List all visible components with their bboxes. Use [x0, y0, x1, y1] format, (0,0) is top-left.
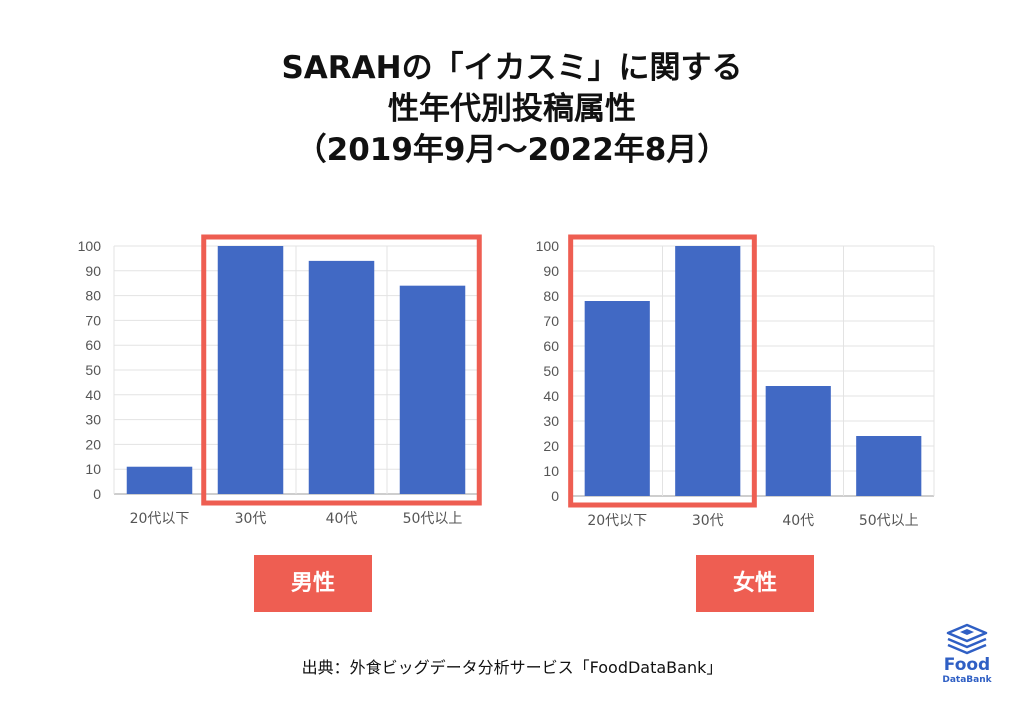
female-y-tick-label: 40: [543, 388, 559, 404]
logo-text: Food: [943, 655, 991, 675]
female-category-label: 50代以上: [859, 513, 919, 529]
male-bar-1: [126, 466, 193, 494]
fooddatabank-logo: Food DataBank: [934, 622, 1000, 692]
male-bar-4: [399, 285, 466, 494]
title-line-1: SARAHの「イカスミ」に関する: [281, 50, 743, 86]
female-category-label: 20代以下: [587, 513, 647, 529]
male-bar-3: [308, 260, 375, 494]
male-y-tick-label: 50: [85, 362, 101, 378]
stacked-box-logo-icon: [946, 623, 988, 655]
female-bar-1: [584, 301, 650, 496]
female-y-tick-label: 50: [543, 363, 559, 379]
male-y-tick-label: 80: [85, 288, 101, 304]
female-bar-3: [765, 386, 831, 496]
male-label-badge: 男性: [254, 555, 372, 612]
chart-title: SARAHの「イカスミ」に関する 性年代別投稿属性 （2019年9月〜2022年…: [0, 48, 1024, 171]
male-y-tick-label: 60: [85, 337, 101, 353]
source-note: 出典：外食ビッグデータ分析サービス「FoodDataBank」: [301, 658, 723, 677]
male-y-tick-label: 90: [85, 263, 101, 279]
female-y-tick-label: 60: [543, 338, 559, 354]
male-y-tick-label: 10: [85, 461, 101, 477]
title-line-2: 性年代別投稿属性: [388, 91, 636, 127]
male-category-label: 20代以下: [130, 511, 190, 527]
female-category-label: 40代: [782, 513, 814, 529]
female-y-tick-label: 100: [536, 238, 560, 254]
female-y-tick-label: 70: [543, 313, 559, 329]
female-y-tick-label: 80: [543, 288, 559, 304]
title-line-3: （2019年9月〜2022年8月）: [295, 132, 729, 168]
male-y-tick-label: 40: [85, 387, 101, 403]
male-y-tick-label: 20: [85, 436, 101, 452]
female-y-tick-label: 90: [543, 263, 559, 279]
male-y-tick-label: 100: [78, 238, 102, 254]
male-category-label: 40代: [326, 511, 358, 527]
male-category-label: 50代以上: [403, 511, 463, 527]
female-bar-2: [675, 246, 741, 496]
female-bar-4: [856, 436, 922, 496]
male-y-tick-label: 0: [93, 486, 101, 502]
male-bar-2: [217, 246, 284, 494]
female-y-tick-label: 30: [543, 413, 559, 429]
female-category-label: 30代: [692, 513, 724, 529]
female-y-tick-label: 20: [543, 438, 559, 454]
male-y-tick-label: 30: [85, 412, 101, 428]
female-highlight-box: [568, 234, 757, 508]
logo-subtext: DataBank: [942, 675, 992, 685]
female-label-badge: 女性: [696, 555, 814, 612]
male-category-label: 30代: [235, 511, 267, 527]
female-y-tick-label: 0: [551, 488, 559, 504]
male-y-tick-label: 70: [85, 312, 101, 328]
female-y-tick-label: 10: [543, 463, 559, 479]
male-highlight-box: [201, 234, 482, 506]
